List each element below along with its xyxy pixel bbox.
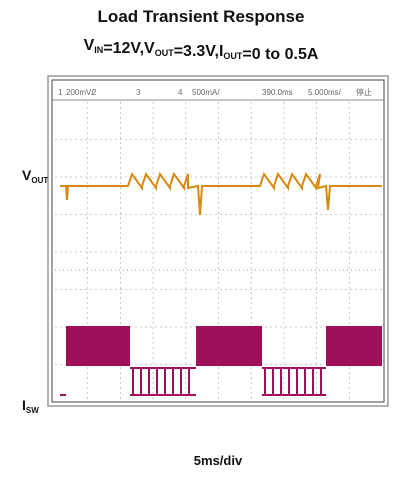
isw-burst [326, 326, 382, 366]
text: =0 to 0.5A [242, 46, 318, 63]
text: =12V,V [103, 40, 155, 57]
x-label: 5ms/div [194, 453, 243, 468]
header-text: 2 [92, 88, 97, 97]
vout-label: VOUT [22, 167, 48, 185]
figure: Load Transient Response VIN=12V,VOUT=3.3… [0, 0, 403, 480]
isw-burst [66, 326, 130, 366]
header-text: 500mA/ [192, 88, 220, 97]
isw-label: ISW [22, 397, 39, 415]
header-text: 200mV/ [66, 88, 94, 97]
subscript: OUT [31, 176, 48, 185]
subscript: IN [94, 45, 103, 55]
subscript: OUT [223, 51, 243, 61]
header-text: 5.000ms/ [308, 88, 342, 97]
header-text: 390.0ms [262, 88, 293, 97]
header-text: 3 [136, 88, 141, 97]
title: Load Transient Response [98, 7, 305, 26]
subscript: OUT [155, 48, 175, 58]
text: =3.3V,I [174, 43, 224, 60]
header-text: 停止 [356, 87, 372, 97]
header-text: 4 [178, 88, 183, 97]
subtitle: VIN=12V,VOUT=3.3V,IOUT=0 to 0.5A [84, 37, 319, 63]
text: V [84, 37, 95, 54]
header-text: 1 [58, 88, 63, 97]
isw-burst [196, 326, 262, 366]
subscript: SW [26, 406, 39, 415]
